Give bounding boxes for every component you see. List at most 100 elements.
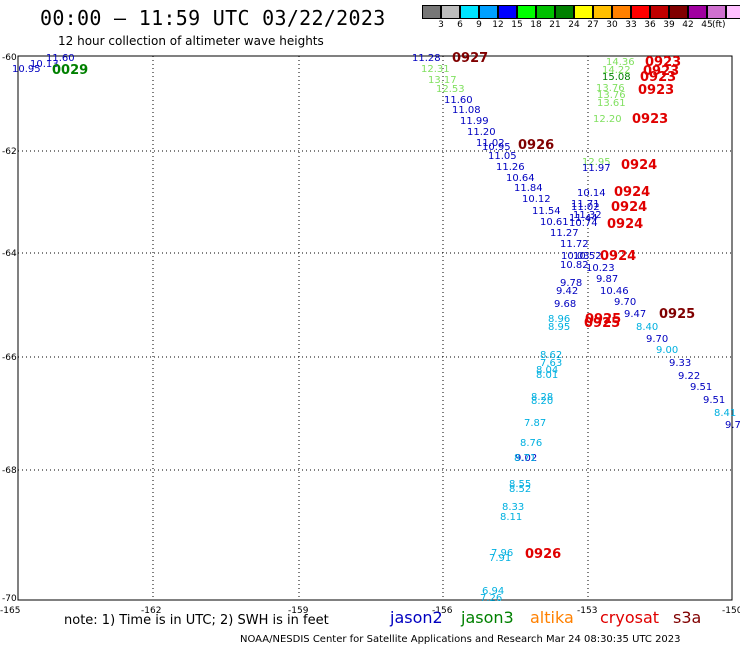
- swh-point-label: 11.27: [550, 228, 579, 239]
- latitude-label: -66: [2, 353, 17, 363]
- legend-swatch: [517, 5, 536, 19]
- pass-time-label: 0923: [632, 112, 668, 127]
- chart-subtitle: 12 hour collection of altimeter wave hei…: [58, 34, 324, 48]
- swh-point-label: 10.74: [569, 218, 598, 229]
- swh-point-label: 8.95: [548, 322, 570, 333]
- legend-swatch: [688, 5, 707, 19]
- swh-point-label: 9.70: [614, 297, 636, 308]
- legend-label: 21: [549, 20, 561, 30]
- swh-point-label: 9.78: [560, 278, 582, 289]
- swh-point-label: 8.96: [548, 314, 570, 325]
- swh-point-label: 8.41: [714, 408, 736, 419]
- pass-time-label: 0925: [585, 312, 621, 327]
- swh-point-label: 9.87: [596, 274, 618, 285]
- swh-point-label: 11.02: [476, 138, 505, 149]
- swh-point-label: 9.00: [656, 345, 678, 356]
- swh-point-label: 8.11: [500, 512, 522, 523]
- swh-point-label: 10.14: [577, 188, 606, 199]
- satellite-altika: altika: [530, 608, 574, 627]
- swh-point-label: 7.91: [489, 553, 511, 564]
- swh-point-label: 7.87: [524, 418, 546, 429]
- swh-point-label: 11.99: [460, 116, 489, 127]
- legend-label: 45: [701, 20, 713, 30]
- swh-point-label: 11.54: [532, 206, 561, 217]
- swh-point-label: 11.02: [571, 202, 600, 213]
- swh-point-label: 8.40: [636, 322, 658, 333]
- legend-label: 27: [587, 20, 599, 30]
- swh-point-label: 8.55: [509, 479, 531, 490]
- swh-point-label: 13.17: [428, 75, 457, 86]
- legend-swatch: [593, 5, 612, 19]
- legend-swatch: [574, 5, 593, 19]
- swh-point-label: 9.47: [624, 309, 646, 320]
- legend-swatch: [460, 5, 479, 19]
- swh-point-label: 8.04: [536, 365, 558, 376]
- footnote: note: 1) Time is in UTC; 2) SWH is in fe…: [64, 613, 329, 628]
- pass-time-label: 0924: [607, 217, 643, 232]
- swh-point-label: 8.33: [502, 502, 524, 513]
- legend-swatch: [612, 5, 631, 19]
- swh-point-label: 8.20: [531, 396, 553, 407]
- swh-point-label: 11.44: [569, 213, 598, 224]
- swh-point-label: 8.52: [509, 484, 531, 495]
- plot-frame: [17, 55, 733, 601]
- longitude-label: -162: [141, 606, 161, 616]
- swh-point-label: 10.95: [482, 142, 511, 153]
- swh-point-label: 13.61: [597, 98, 626, 109]
- legend-label: 42: [682, 20, 694, 30]
- swh-point-label: 9.22: [678, 371, 700, 382]
- credit-footer: NOAA/NESDIS Center for Satellite Applica…: [240, 634, 681, 645]
- legend-label: 9: [476, 20, 482, 30]
- swh-point-label: 12.53: [436, 84, 465, 95]
- swh-point-label: 10.61: [540, 217, 569, 228]
- swh-point-label: 10.03: [561, 251, 590, 262]
- legend-label: 33: [625, 20, 637, 30]
- legend-label: 24: [568, 20, 580, 30]
- swh-point-label: 9.51: [690, 382, 712, 393]
- legend-unit: (ft): [712, 20, 726, 30]
- swh-point-label: 9.68: [554, 299, 576, 310]
- swh-point-label: 9.02: [515, 453, 537, 464]
- swh-point-label: 11.60: [46, 53, 75, 64]
- pass-time-label: 0923: [645, 55, 681, 70]
- legend-label: 6: [457, 20, 463, 30]
- swh-point-label: 12.20: [593, 114, 622, 125]
- satellite-jason3: jason3: [461, 608, 514, 627]
- swh-point-label: 11.05: [488, 151, 517, 162]
- swh-point-label: 8.01: [536, 370, 558, 381]
- legend-label: 36: [644, 20, 656, 30]
- swh-point-label: 8.28: [531, 392, 553, 403]
- swh-point-label: 10.95: [12, 64, 41, 75]
- swh-point-label: 10.52: [573, 251, 602, 262]
- swh-point-label: 7.63: [540, 358, 562, 369]
- swh-point-label: 9.33: [669, 358, 691, 369]
- swh-point-label: 11.32: [573, 210, 602, 221]
- swh-point-label: 10.64: [506, 173, 535, 184]
- chart-title: 00:00 – 11:59 UTC 03/22/2023: [40, 6, 386, 30]
- swh-point-label: 11.72: [560, 239, 589, 250]
- swh-point-label: 11.97: [582, 163, 611, 174]
- latitude-label: -60: [2, 53, 17, 63]
- pass-time-label: 0925: [659, 307, 695, 322]
- swh-point-label: 13.76: [596, 83, 625, 94]
- longitude-label: -159: [288, 606, 309, 616]
- legend-swatch: [536, 5, 555, 19]
- legend-swatch: [631, 5, 650, 19]
- swh-point-label: 9.51: [703, 395, 725, 406]
- legend-label: 15: [511, 20, 523, 30]
- legend-swatch: [498, 5, 517, 19]
- legend-swatch: [555, 5, 574, 19]
- swh-point-label: 12.95: [582, 157, 611, 168]
- color-legend: 36912151821242730333639424570(ft): [0, 0, 740, 36]
- swh-point-label: 11.08: [452, 105, 481, 116]
- legend-swatch: [669, 5, 688, 19]
- swh-point-label: 11.28: [412, 53, 441, 64]
- pass-time-label: 0926: [518, 138, 554, 153]
- swh-point-label: 11.20: [467, 127, 496, 138]
- pass-time-label: 0924: [621, 158, 657, 173]
- swh-point-label: 11.71: [571, 199, 600, 210]
- legend-swatch: [441, 5, 460, 19]
- swh-point-label: 10.12: [522, 194, 551, 205]
- satellite-s3a: s3a: [673, 608, 702, 627]
